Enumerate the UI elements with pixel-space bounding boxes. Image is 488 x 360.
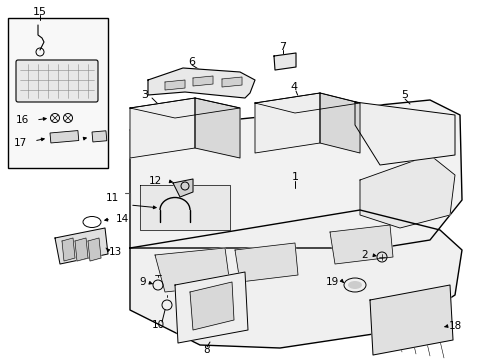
Polygon shape <box>130 210 461 348</box>
Polygon shape <box>88 238 101 261</box>
Text: 4: 4 <box>290 82 297 92</box>
Polygon shape <box>62 238 75 261</box>
Polygon shape <box>155 248 229 292</box>
Bar <box>50 131 79 143</box>
Text: 12: 12 <box>148 176 162 186</box>
Ellipse shape <box>347 281 361 289</box>
Text: 2: 2 <box>361 250 367 260</box>
Text: 8: 8 <box>203 345 210 355</box>
Polygon shape <box>222 77 242 87</box>
Text: 18: 18 <box>447 321 461 331</box>
Polygon shape <box>193 76 213 86</box>
Polygon shape <box>195 98 240 158</box>
Polygon shape <box>329 225 392 264</box>
Polygon shape <box>75 238 88 261</box>
Text: 14: 14 <box>115 214 128 224</box>
Text: 13: 13 <box>108 247 122 257</box>
Text: 10: 10 <box>151 320 164 330</box>
Text: 16: 16 <box>15 115 29 125</box>
Text: 7: 7 <box>279 42 286 52</box>
Polygon shape <box>273 53 295 70</box>
Polygon shape <box>235 243 297 282</box>
Text: 19: 19 <box>325 277 338 287</box>
Polygon shape <box>190 282 234 330</box>
Polygon shape <box>369 285 452 355</box>
Polygon shape <box>319 93 359 153</box>
Text: 15: 15 <box>33 7 47 17</box>
Polygon shape <box>173 179 193 197</box>
Text: 11: 11 <box>105 193 119 203</box>
Text: 6: 6 <box>188 57 195 67</box>
Text: 9: 9 <box>140 277 146 287</box>
Polygon shape <box>130 100 461 248</box>
Polygon shape <box>254 93 319 153</box>
Polygon shape <box>354 102 454 165</box>
Bar <box>92 131 106 142</box>
Polygon shape <box>164 80 184 90</box>
Polygon shape <box>148 68 254 98</box>
Text: 17: 17 <box>13 138 26 148</box>
Polygon shape <box>55 228 108 264</box>
Polygon shape <box>175 272 247 343</box>
Polygon shape <box>130 98 195 158</box>
FancyBboxPatch shape <box>16 60 98 102</box>
Text: 1: 1 <box>291 172 298 182</box>
Polygon shape <box>254 93 359 113</box>
Bar <box>8 18 108 168</box>
Polygon shape <box>359 155 454 228</box>
Polygon shape <box>130 98 240 118</box>
Polygon shape <box>140 185 229 230</box>
Text: 3: 3 <box>141 90 148 100</box>
Text: 5: 5 <box>401 90 407 100</box>
